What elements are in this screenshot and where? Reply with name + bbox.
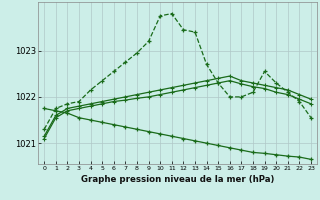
X-axis label: Graphe pression niveau de la mer (hPa): Graphe pression niveau de la mer (hPa) xyxy=(81,175,274,184)
